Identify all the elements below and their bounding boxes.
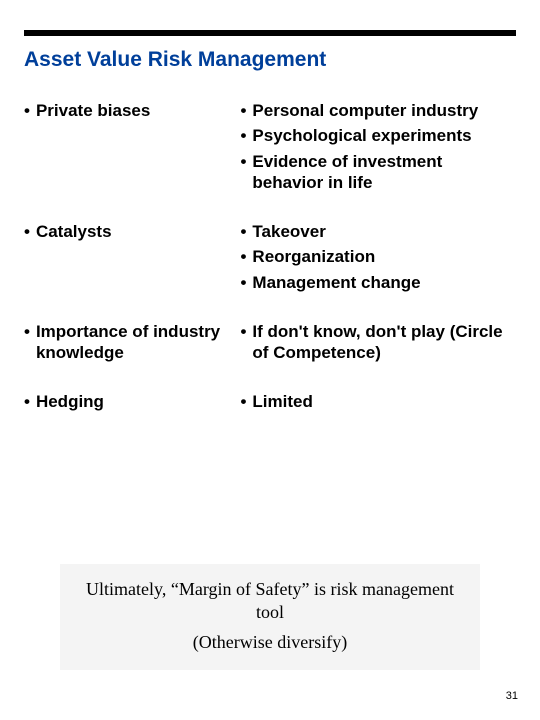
bullet-dot: •	[240, 100, 246, 121]
right-bullet: • Management change	[240, 272, 516, 293]
bullet-dot: •	[240, 321, 246, 364]
bullet-text: Personal computer industry	[252, 100, 516, 121]
bullet-text: If don't know, don't play (Circle of Com…	[252, 321, 516, 364]
right-bullet: • Reorganization	[240, 246, 516, 267]
content-area: • Private biases • Personal computer indu…	[24, 100, 516, 441]
bullet-text: Limited	[252, 391, 516, 412]
bullet-dot: •	[240, 151, 246, 194]
slide-title: Asset Value Risk Management	[24, 48, 326, 72]
right-bullet: • Takeover	[240, 221, 516, 242]
bullet-dot: •	[240, 125, 246, 146]
bullet-text: Reorganization	[252, 246, 516, 267]
right-column: • Limited	[240, 391, 516, 416]
footer-line-1: Ultimately, “Margin of Safety” is risk m…	[78, 578, 462, 625]
right-column: •If don't know, don't play (Circle of Co…	[240, 321, 516, 368]
bullet-row: • Catalysts • Takeover • Reorganization • M…	[24, 221, 516, 297]
left-bullet: • Private biases	[24, 100, 240, 121]
bullet-text: Takeover	[252, 221, 516, 242]
bullet-dot: •	[24, 321, 30, 364]
bullet-dot: •	[24, 391, 30, 412]
right-bullet: •Evidence of investment behavior in life	[240, 151, 516, 194]
right-bullet: • Limited	[240, 391, 516, 412]
bullet-dot: •	[24, 221, 30, 242]
footer-line-2: (Otherwise diversify)	[78, 631, 462, 654]
left-bullet: • Catalysts	[24, 221, 240, 242]
left-column: • Private biases	[24, 100, 240, 197]
right-bullet: • Personal computer industry	[240, 100, 516, 121]
bullet-row: • Importance of industry knowledge •If d…	[24, 321, 516, 368]
bullet-row: • Hedging • Limited	[24, 391, 516, 416]
bullet-row: • Private biases • Personal computer indu…	[24, 100, 516, 197]
bullet-dot: •	[24, 100, 30, 121]
bullet-text: Importance of industry knowledge	[36, 321, 241, 364]
left-column: • Hedging	[24, 391, 240, 416]
bullet-text: Psychological experiments	[252, 125, 516, 146]
bullet-text: Catalysts	[36, 221, 241, 242]
top-rule	[24, 30, 516, 36]
right-bullet: • Psychological experiments	[240, 125, 516, 146]
left-bullet: • Importance of industry knowledge	[24, 321, 240, 364]
bullet-dot: •	[240, 272, 246, 293]
bullet-dot: •	[240, 221, 246, 242]
right-column: • Takeover • Reorganization • Management ch…	[240, 221, 516, 297]
bullet-text: Evidence of investment behavior in life	[252, 151, 516, 194]
bullet-text: Management change	[252, 272, 516, 293]
bullet-dot: •	[240, 391, 246, 412]
footer-box: Ultimately, “Margin of Safety” is risk m…	[60, 564, 480, 670]
page-number: 31	[506, 690, 518, 702]
left-bullet: • Hedging	[24, 391, 240, 412]
bullet-text: Private biases	[36, 100, 241, 121]
left-column: • Importance of industry knowledge	[24, 321, 240, 368]
bullet-dot: •	[240, 246, 246, 267]
left-column: • Catalysts	[24, 221, 240, 297]
right-column: • Personal computer industry • Psychologic…	[240, 100, 516, 197]
right-bullet: •If don't know, don't play (Circle of Co…	[240, 321, 516, 364]
bullet-text: Hedging	[36, 391, 241, 412]
